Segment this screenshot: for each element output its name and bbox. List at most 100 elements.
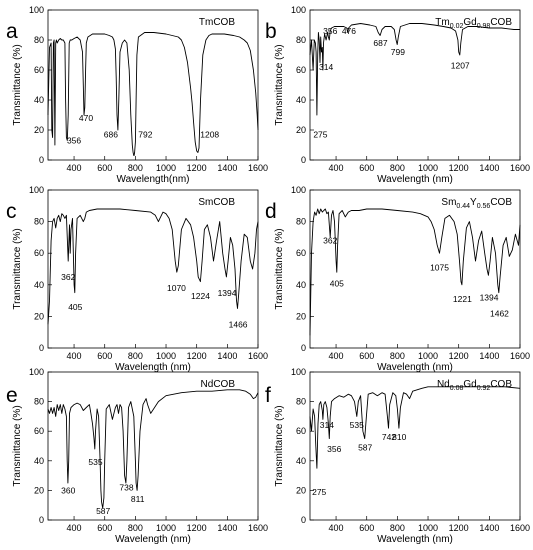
x-tick-label: 1400 bbox=[479, 523, 499, 533]
x-tick-label: 1400 bbox=[479, 163, 499, 173]
title-text: Gd bbox=[463, 17, 476, 28]
x-axis-label: Wavelength (nm) bbox=[377, 362, 453, 373]
x-tick-label: 1000 bbox=[156, 351, 176, 361]
peak-label: 535 bbox=[350, 420, 364, 430]
y-tick-label: 0 bbox=[39, 343, 44, 353]
y-axis-label: Transmittance (%) bbox=[12, 44, 23, 125]
x-tick-label: 1600 bbox=[248, 163, 268, 173]
x-tick-label: 400 bbox=[67, 351, 82, 361]
x-tick-label: 1200 bbox=[187, 523, 207, 533]
x-tick-label: 400 bbox=[329, 351, 344, 361]
peak-label: 275 bbox=[312, 487, 326, 497]
peak-label: 476 bbox=[342, 26, 356, 36]
y-tick-label: 100 bbox=[291, 367, 306, 377]
x-tick-label: 600 bbox=[97, 163, 112, 173]
panel-letter: b bbox=[265, 20, 277, 43]
x-tick-label: 800 bbox=[390, 523, 405, 533]
chart-title: Tm0.02Gd0.98COB bbox=[435, 17, 512, 30]
x-tick-label: 800 bbox=[128, 351, 143, 361]
peak-label: 1394 bbox=[480, 293, 499, 303]
peak-label: 314 bbox=[319, 62, 333, 72]
x-tick-label: 600 bbox=[359, 163, 374, 173]
x-tick-label: 1600 bbox=[510, 523, 530, 533]
x-tick-label: 1200 bbox=[187, 163, 207, 173]
title-text: Sm bbox=[441, 197, 456, 208]
x-tick-label: 600 bbox=[97, 523, 112, 533]
spectrum-line bbox=[309, 23, 520, 116]
y-tick-label: 40 bbox=[296, 95, 306, 105]
title-text: COB bbox=[490, 379, 512, 390]
x-tick-label: 400 bbox=[67, 163, 82, 173]
peak-label: 314 bbox=[320, 420, 334, 430]
y-tick-label: 80 bbox=[296, 397, 306, 407]
peak-label: 811 bbox=[131, 494, 145, 504]
y-tick-label: 0 bbox=[301, 155, 306, 165]
x-tick-label: 1000 bbox=[156, 163, 176, 173]
peak-label: 587 bbox=[96, 506, 110, 516]
title-text: TmCOB bbox=[199, 17, 235, 28]
peak-label: 1070 bbox=[167, 283, 186, 293]
x-tick-label: 1400 bbox=[217, 351, 237, 361]
peak-label: 1221 bbox=[453, 294, 472, 304]
chart-panel-e: e NdCOB 400 600 800 1000 1200 1400 1600 0 20 40 60 80… bbox=[6, 367, 268, 545]
y-tick-label: 0 bbox=[301, 343, 306, 353]
y-tick-label: 60 bbox=[296, 426, 306, 436]
chart-panel-a: a TmCOB 400 600 800 1000 1200 1400 1600 0 20 40 60 80… bbox=[6, 5, 268, 185]
peak-label: 356 bbox=[67, 136, 81, 146]
peak-label: 1466 bbox=[229, 319, 248, 329]
x-tick-label: 800 bbox=[128, 523, 143, 533]
y-tick-label: 80 bbox=[296, 35, 306, 45]
chart-panel-c: c SmCOB 400 600 800 1000 1200 1400 1600 0 20 40 60 80… bbox=[6, 185, 268, 373]
y-tick-label: 0 bbox=[39, 155, 44, 165]
title-text: Tm bbox=[435, 17, 449, 28]
y-axis-label: Transmittance (%) bbox=[274, 405, 285, 486]
peak-label: 799 bbox=[391, 47, 405, 57]
title-subscript: 0.92 bbox=[477, 385, 491, 392]
title-subscript: 0.56 bbox=[477, 203, 491, 210]
panel-letter: e bbox=[6, 384, 18, 407]
peak-label: 687 bbox=[373, 38, 387, 48]
y-tick-label: 40 bbox=[296, 456, 306, 466]
x-tick-label: 1200 bbox=[449, 163, 469, 173]
y-tick-label: 100 bbox=[291, 185, 306, 195]
peak-label: 1208 bbox=[200, 130, 219, 140]
x-axis-label: Wavelength(nm) bbox=[117, 174, 190, 185]
x-tick-label: 600 bbox=[359, 523, 374, 533]
x-tick-label: 800 bbox=[390, 163, 405, 173]
plot-frame bbox=[309, 371, 521, 521]
y-tick-label: 100 bbox=[29, 185, 44, 195]
title-text: Gd bbox=[463, 379, 476, 390]
y-tick-label: 40 bbox=[296, 280, 306, 290]
y-tick-label: 100 bbox=[291, 5, 306, 15]
x-tick-label: 1600 bbox=[510, 163, 530, 173]
x-tick-label: 1600 bbox=[248, 523, 268, 533]
title-text: SmCOB bbox=[198, 197, 235, 208]
spectrum-line bbox=[309, 386, 521, 469]
x-axis-label: Wavelength (nm) bbox=[115, 534, 191, 545]
x-axis-label: Wavelength (nm) bbox=[115, 362, 191, 373]
y-tick-label: 20 bbox=[296, 311, 306, 321]
y-axis-label: Transmittance (%) bbox=[12, 405, 23, 486]
title-text: Y bbox=[470, 197, 477, 208]
y-tick-label: 20 bbox=[296, 485, 306, 495]
plot-frame bbox=[47, 189, 259, 349]
spectrum-line bbox=[309, 208, 521, 336]
title-subscript: 0.08 bbox=[450, 385, 464, 392]
x-tick-label: 1000 bbox=[418, 351, 438, 361]
peak-label: 470 bbox=[79, 113, 93, 123]
peak-label: 587 bbox=[358, 442, 372, 452]
peak-label: 1462 bbox=[490, 308, 509, 318]
y-tick-label: 60 bbox=[296, 65, 306, 75]
x-tick-label: 600 bbox=[359, 351, 374, 361]
x-axis-label: Wavelength (nm) bbox=[377, 534, 453, 545]
x-tick-label: 600 bbox=[97, 351, 112, 361]
x-tick-label: 400 bbox=[329, 523, 344, 533]
x-tick-label: 1200 bbox=[187, 351, 207, 361]
y-tick-label: 40 bbox=[34, 456, 44, 466]
peak-label: 738 bbox=[119, 482, 133, 492]
chart-title: NdCOB bbox=[201, 379, 236, 390]
y-tick-label: 0 bbox=[39, 515, 44, 525]
spectrum-line bbox=[47, 208, 259, 325]
y-tick-label: 80 bbox=[34, 35, 44, 45]
